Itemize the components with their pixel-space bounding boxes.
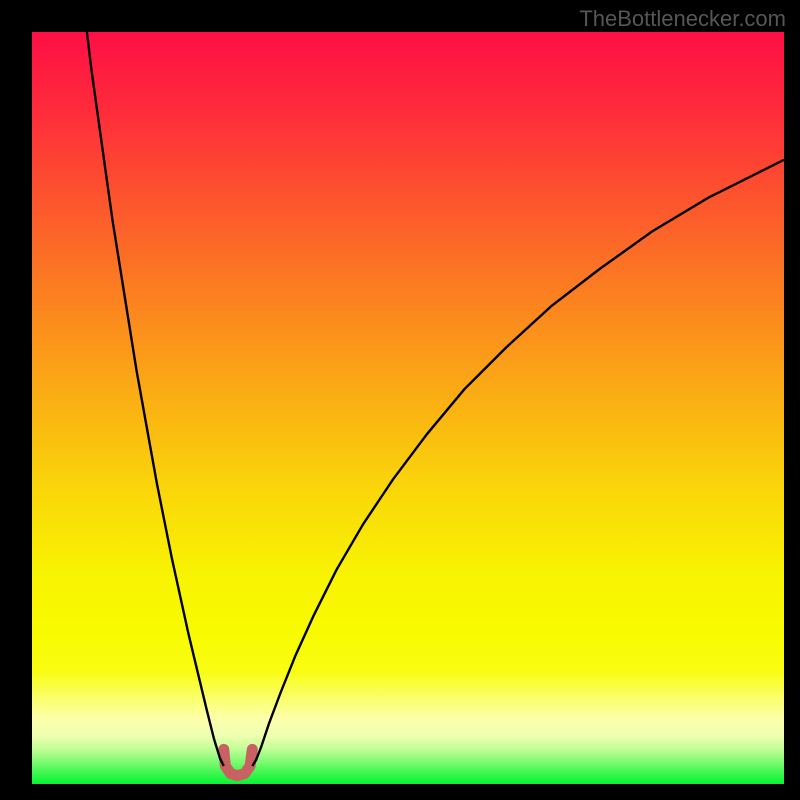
right-curve [252, 160, 784, 766]
left-curve [87, 32, 224, 766]
plot-area [32, 32, 784, 784]
curves-overlay [32, 32, 784, 784]
chart-frame: TheBottlenecker.com [0, 0, 800, 800]
watermark-text: TheBottlenecker.com [579, 6, 786, 32]
valley-marker [224, 749, 253, 775]
